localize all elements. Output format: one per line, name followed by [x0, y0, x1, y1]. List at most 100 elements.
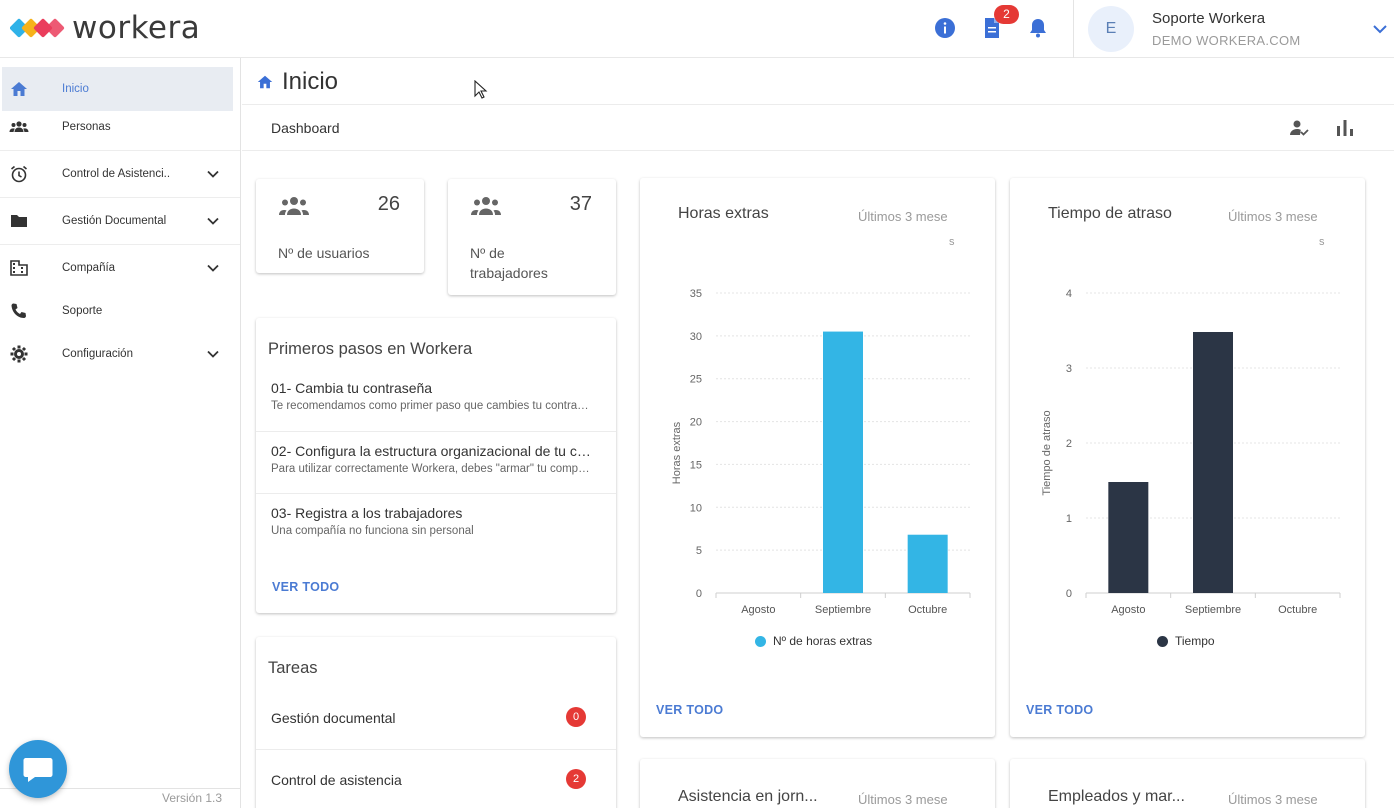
y-tick-label: 1	[1066, 513, 1072, 525]
x-tick-label: Septiembre	[1185, 604, 1241, 616]
delay-chart-card: Tiempo de atraso Últimos 3 mese s 0 1 2 3 4 A…	[1010, 178, 1365, 737]
y-tick-label: 5	[696, 545, 702, 557]
card-title: Empleados y mar...	[1048, 788, 1185, 805]
bar	[1108, 482, 1149, 593]
sidebar: Inicio Personas Control de Asistenci.. G…	[0, 58, 241, 808]
avatar[interactable]: E	[1088, 6, 1134, 52]
sidebar-item-label: Configuración	[62, 348, 133, 360]
step-title: 03- Registra a los trabajadores	[271, 505, 463, 521]
chevron-down-icon	[206, 347, 220, 361]
sidebar-item-gestion-documental[interactable]: Gestión Documental	[0, 199, 240, 243]
page-header: Inicio	[256, 68, 338, 96]
step-divider	[256, 431, 616, 432]
bar	[1193, 332, 1233, 593]
chat-button[interactable]	[9, 740, 67, 798]
table-row[interactable]: Gestión documental 0	[256, 689, 616, 749]
alarm-clock-icon	[9, 164, 29, 184]
x-tick-label: Octubre	[1278, 604, 1317, 616]
sidebar-divider	[0, 244, 240, 245]
step-description: Para utilizar correctamente Workera, deb…	[271, 463, 591, 475]
chart-title: Tiempo de atraso	[1048, 205, 1172, 222]
delay-bar-chart: 0 1 2 3 4 Agosto Septiembre Octubre Tiempo de at…	[1041, 288, 1341, 616]
y-tick-label: 25	[690, 374, 702, 386]
dashboard-label: Dashboard	[271, 120, 340, 136]
table-row[interactable]: Control de asistencia 2	[256, 751, 616, 808]
version-label: Versión 1.3	[162, 791, 223, 805]
sidebar-item-control-asistencia[interactable]: Control de Asistenci..	[0, 152, 240, 196]
user-name: Soporte Workera	[1152, 10, 1266, 27]
card-period: Últimos 3 mese	[858, 792, 948, 807]
bar	[907, 534, 948, 593]
phone-icon	[9, 301, 29, 321]
first-steps-card: Primeros pasos en Workera 01- Cambia tu …	[256, 318, 616, 613]
sidebar-item-label: Inicio	[62, 83, 89, 95]
y-axis-label: Tiempo de atraso	[1041, 410, 1053, 495]
info-icon[interactable]	[934, 17, 956, 39]
legend-color-dot	[1157, 635, 1168, 647]
page-title: Inicio	[282, 68, 339, 95]
people-icon	[470, 195, 502, 217]
chart-legend: Nº de horas extras	[755, 634, 872, 648]
y-tick-label: 3	[1066, 363, 1072, 375]
delay-view-all-link[interactable]: VER TODO	[1026, 703, 1094, 717]
step-title: 02- Configura la estructura organizacion…	[271, 443, 591, 459]
workera-logo[interactable]: workera	[9, 12, 200, 44]
first-steps-view-all-link[interactable]: VER TODO	[272, 580, 340, 594]
employees-card: Empleados y mar... Últimos 3 mese	[1010, 759, 1365, 808]
home-icon	[257, 75, 273, 89]
y-tick-label: 0	[1066, 588, 1072, 600]
people-icon	[278, 195, 310, 217]
legend-label: Nº de horas extras	[773, 634, 873, 648]
list-item[interactable]: 03- Registra a los trabajadores Una comp…	[256, 493, 616, 555]
sidebar-item-label: Compañía	[62, 262, 116, 274]
overtime-view-all-link[interactable]: VER TODO	[656, 703, 724, 717]
y-tick-label: 20	[690, 417, 702, 429]
sidebar-item-inicio[interactable]: Inicio	[2, 67, 233, 111]
sidebar-item-soporte[interactable]: Soporte	[0, 289, 240, 333]
sidebar-item-label: Gestión Documental	[62, 215, 167, 227]
chevron-down-icon	[206, 167, 220, 181]
y-tick-label: 10	[690, 502, 702, 514]
bar-chart-icon[interactable]	[1334, 117, 1356, 139]
users-count: 26	[377, 193, 400, 215]
task-count-badge: 2	[566, 769, 586, 789]
bar	[823, 331, 863, 593]
list-item[interactable]: 02- Configura la estructura organizacion…	[256, 431, 616, 493]
chevron-down-icon	[206, 261, 220, 275]
y-tick-label: 35	[690, 288, 702, 300]
sidebar-item-label: Control de Asistenci..	[62, 168, 171, 180]
y-tick-label: 15	[690, 459, 702, 471]
overtime-chart-card: Horas extras Últimos 3 mese s 0 5 10 15 20 25…	[640, 178, 995, 737]
workers-label: Nº de trabajadores	[470, 245, 548, 281]
legend-color-dot	[755, 635, 766, 647]
sidebar-item-compania[interactable]: Compañía	[0, 246, 240, 290]
folder-icon	[9, 211, 29, 231]
step-title: 01- Cambia tu contraseña	[271, 380, 433, 396]
card-period: Últimos 3 mese	[1228, 792, 1318, 807]
top-bar: workera 2 E Soporte Workera DEMO WORKERA…	[0, 0, 1394, 58]
step-description: Te recomendamos como primer paso que cam…	[271, 400, 591, 412]
x-tick-label: Septiembre	[815, 604, 871, 616]
chevron-down-icon	[206, 214, 220, 228]
sidebar-footer-divider	[0, 788, 240, 789]
task-divider	[256, 749, 616, 750]
chart-period: Últimos 3 mese	[858, 209, 948, 224]
list-item[interactable]: 01- Cambia tu contraseña Te recomendamos…	[256, 368, 616, 430]
workera-logo-mark-icon	[9, 12, 68, 44]
task-label: Control de asistencia	[271, 772, 402, 788]
sidebar-item-personas[interactable]: Personas	[0, 105, 240, 149]
chat-bubble-icon	[23, 758, 53, 782]
step-description: Una compañía no funciona sin personal	[271, 525, 474, 537]
user-check-icon[interactable]	[1288, 117, 1310, 139]
y-tick-label: 2	[1066, 438, 1072, 450]
y-axis-label: Horas extras	[671, 421, 683, 484]
user-menu-chevron-down-icon[interactable]	[1372, 22, 1388, 36]
first-steps-title: Primeros pasos en Workera	[268, 340, 473, 358]
bell-icon[interactable]	[1027, 17, 1049, 39]
task-count-badge: 0	[566, 707, 586, 727]
y-tick-label: 30	[690, 331, 702, 343]
title-divider	[242, 104, 1394, 105]
sidebar-item-configuracion[interactable]: Configuración	[0, 332, 240, 376]
tasks-title: Tareas	[268, 659, 318, 677]
legend-label: Tiempo	[1175, 634, 1215, 648]
